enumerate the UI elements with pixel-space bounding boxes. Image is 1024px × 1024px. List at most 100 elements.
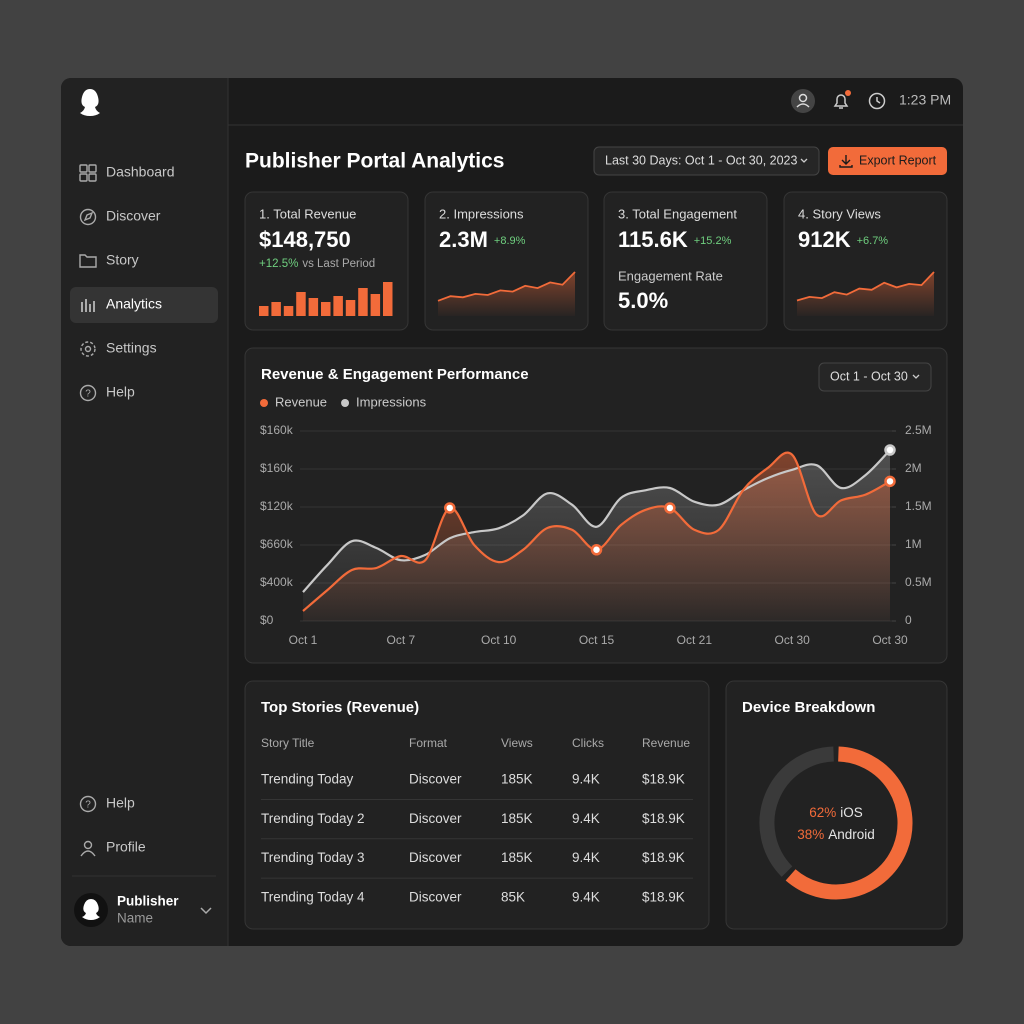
kpi-value: 912K +6.7% [798, 227, 888, 252]
chevron [912, 374, 920, 379]
y2-tick-label: 0 [905, 613, 912, 627]
export-button[interactable] [828, 147, 947, 175]
table-cell: Trending Today 2 [261, 811, 365, 826]
kpi-value-text: $148,750 [259, 227, 351, 252]
nav-icon [79, 384, 97, 402]
kpi-label: 3. Total Engagement [618, 206, 737, 221]
table-cell: $18.9K [642, 850, 685, 865]
kpi-bar [271, 302, 281, 316]
user-role: Name [117, 911, 153, 926]
nav-item[interactable]: Story [106, 252, 139, 268]
chevron [800, 158, 808, 163]
nav-icon [88, 164, 97, 173]
nav-item[interactable]: Profile [106, 839, 146, 855]
table-cell: 85K [501, 889, 525, 904]
user-menu-chevron[interactable] [200, 907, 212, 915]
table-cell: 185K [501, 850, 533, 865]
kpi-label: 2. Impressions [439, 206, 524, 221]
kpi-extra-label: Engagement Rate [618, 268, 723, 283]
point-marker [590, 544, 603, 556]
table-header: Format [409, 736, 448, 750]
nav-icon [79, 208, 97, 226]
time: 1:23 PM [899, 92, 951, 108]
nav-active [70, 287, 218, 323]
nav-icon [79, 795, 97, 813]
donut-value-label: 62% [809, 805, 836, 820]
bell-icon[interactable] [833, 94, 849, 109]
point-marker [884, 444, 896, 456]
kpi-value-text: 2.3M [439, 227, 488, 252]
kpi-bar [321, 302, 331, 316]
date-range-button[interactable] [593, 146, 820, 176]
nav-icon: ? [85, 800, 91, 811]
kpi-change: +12.5% [259, 258, 298, 270]
y2-tick-label: 1M [905, 537, 922, 551]
y2-tick-label: 2M [905, 461, 922, 475]
kpi-extra-value: 5.0% [618, 288, 668, 313]
nav-icon [84, 345, 92, 353]
download-icon [839, 155, 853, 168]
table-cell: $18.9K [642, 889, 685, 904]
kpi-sparkline [437, 271, 576, 302]
range-button[interactable] [818, 362, 932, 392]
nav-icon [83, 840, 93, 850]
point-marker [444, 502, 456, 514]
kpi-value: 2.3M +8.9% [439, 227, 526, 252]
table-title: Top Stories (Revenue) [261, 699, 419, 716]
y-tick-label: $120k [260, 499, 294, 513]
table-cell: Trending Today 4 [261, 889, 365, 904]
table-cell: 185K [501, 772, 533, 787]
nav-icon [79, 164, 88, 173]
kpi-value: $148,750 [259, 227, 351, 252]
nav-icon [80, 341, 96, 357]
kpi-note: vs Last Period [302, 258, 375, 270]
table-cell: Discover [409, 850, 462, 865]
point-marker [664, 502, 676, 514]
nav-icon [83, 211, 94, 222]
table-cell: 9.4K [572, 772, 600, 787]
nav-item[interactable]: Help [106, 384, 135, 400]
x-tick-label: Oct 10 [481, 633, 517, 647]
donut-category: iOS [840, 805, 863, 820]
y2-tick-label: 2.5M [905, 423, 932, 437]
kpi-label: 4. Story Views [798, 206, 881, 221]
x-tick-label: Oct 21 [677, 633, 713, 647]
legend-label: Revenue [275, 394, 327, 409]
range-label: Oct 1 - Oct 30 [830, 369, 908, 383]
table-header: Views [501, 736, 533, 750]
clock-hands [876, 97, 881, 104]
nav-item[interactable]: Settings [106, 340, 157, 356]
nav-item[interactable]: Discover [106, 208, 161, 224]
clock-icon [868, 92, 886, 110]
table-header: Story Title [261, 736, 315, 750]
table-cell: $18.9K [642, 772, 685, 787]
table-header: Revenue [642, 736, 690, 750]
account-glyph [798, 93, 808, 103]
nav-item[interactable]: Analytics [106, 296, 162, 312]
logo [80, 89, 100, 116]
point-marker [884, 475, 896, 488]
kpi-sparkline-area [797, 272, 934, 316]
kpi-bar [345, 300, 356, 316]
kpi-sparkline [796, 271, 935, 302]
user-name: Publisher [117, 894, 179, 909]
donut-category: Android [828, 827, 875, 842]
y-tick-label: $660k [260, 537, 294, 551]
nav-icon [79, 254, 97, 268]
legend-swatch [260, 399, 268, 407]
kpi-card [603, 191, 768, 331]
series-area [303, 452, 890, 621]
y2-tick-label: 0.5M [905, 575, 932, 589]
table-cell: 185K [501, 811, 533, 826]
chart-title: Revenue & Engagement Performance [261, 366, 529, 383]
nav-item[interactable]: Help [106, 795, 135, 811]
nav-icon [80, 850, 96, 857]
table-cell: 9.4K [572, 850, 600, 865]
y-tick-label: $160k [260, 423, 294, 437]
donut-label: 38% Android [797, 827, 875, 842]
legend-label: Impressions [356, 394, 427, 409]
donut-value-label: 38% [797, 827, 824, 842]
nav-item[interactable]: Dashboard [106, 164, 175, 180]
